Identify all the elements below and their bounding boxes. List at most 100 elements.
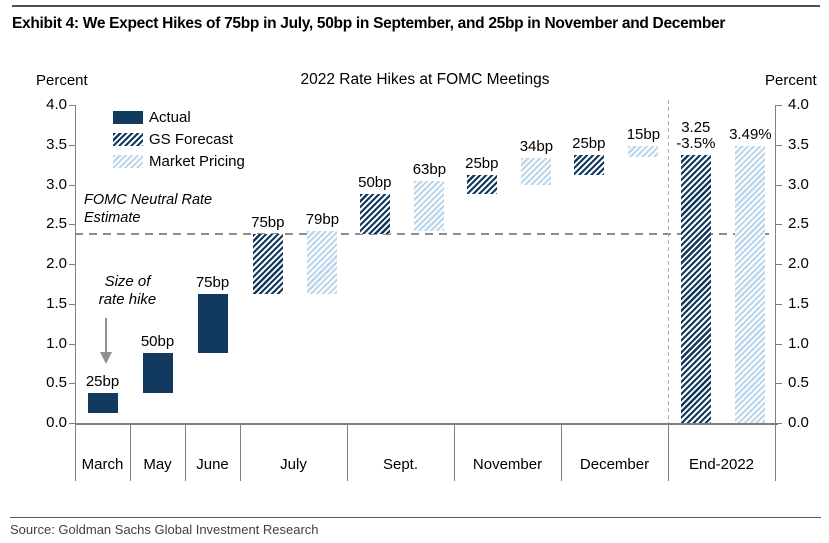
bar-december-gs_forecast xyxy=(573,154,604,175)
y-tick-label-right: 3.0 xyxy=(788,175,809,193)
legend-item-actual: Actual xyxy=(113,109,191,126)
bar-value-label: 75bp xyxy=(195,273,230,291)
y-tick-left xyxy=(69,184,75,186)
bar-value-label: 3.25 -3.5% xyxy=(676,118,716,152)
x-category-label: July xyxy=(280,456,307,473)
bar-value-label: 79bp xyxy=(305,210,340,228)
x-category-label: December xyxy=(579,456,650,473)
y-tick-left xyxy=(69,105,75,106)
y-tick-label-left: 2.5 xyxy=(46,215,67,233)
bar-march-actual xyxy=(87,393,118,414)
y-tick-left xyxy=(69,144,75,146)
x-category-divider xyxy=(454,423,455,481)
x-category-divider xyxy=(561,423,562,481)
y-tick-right xyxy=(776,224,782,226)
bar-end-2022-gs_forecast xyxy=(680,154,711,423)
y-tick-label-left: 3.0 xyxy=(46,175,67,193)
x-category-divider xyxy=(75,423,76,481)
legend-label: GS Forecast xyxy=(149,131,234,148)
bar-value-label: 34bp xyxy=(519,138,554,156)
x-axis xyxy=(75,423,778,425)
bar-value-label: 50bp xyxy=(358,174,392,192)
y-tick-left xyxy=(69,264,75,265)
y-axis-left xyxy=(75,105,76,423)
size-of-rate-hike-note: Size of rate hike xyxy=(98,273,157,308)
y-tick-left xyxy=(69,303,75,305)
annotation-arrow-line xyxy=(105,318,107,352)
legend-label: Actual xyxy=(149,109,191,126)
y-tick-left xyxy=(69,343,75,345)
bar-sept--market_pricing xyxy=(414,180,445,231)
x-category-label: June xyxy=(196,456,229,473)
legend-item-gs_forecast: GS Forecast xyxy=(113,131,234,148)
y-tick-label-right: 3.5 xyxy=(788,135,809,153)
y-tick-label-left: 1.0 xyxy=(46,334,67,352)
y-tick-right xyxy=(776,343,782,345)
y-axis-right xyxy=(775,105,776,423)
y-tick-right xyxy=(776,423,782,424)
bar-sept--gs_forecast xyxy=(359,194,390,235)
exhibit-title: Exhibit 4: We Expect Hikes of 75bp in Ju… xyxy=(12,15,726,32)
left-axis-caption: Percent xyxy=(36,72,88,89)
y-tick-label-right: 0.0 xyxy=(788,414,809,431)
bar-value-label: 75bp xyxy=(251,214,285,232)
y-tick-label-right: 1.5 xyxy=(788,294,809,312)
bar-value-label: 15bp xyxy=(626,125,661,143)
y-tick-right xyxy=(776,144,782,146)
y-tick-label-left: 0.5 xyxy=(46,374,67,392)
bar-value-label: 3.49% xyxy=(729,125,772,143)
bottom-rule xyxy=(10,517,821,518)
right-axis-caption: Percent xyxy=(765,72,817,89)
y-tick-left xyxy=(69,383,75,385)
x-category-divider xyxy=(185,423,186,481)
fomc-neutral-rate-label: FOMC Neutral Rate Estimate xyxy=(84,192,213,226)
x-category-label: Sept. xyxy=(382,456,419,473)
y-tick-label-right: 2.0 xyxy=(788,255,809,272)
y-tick-right xyxy=(776,105,782,106)
bar-value-label: 25bp xyxy=(465,154,499,172)
bar-end-2022-market_pricing xyxy=(735,145,766,423)
y-tick-label-left: 2.0 xyxy=(46,255,67,272)
y-tick-label-right: 2.5 xyxy=(788,215,809,233)
bar-value-label: 63bp xyxy=(412,160,447,178)
x-category-label: March xyxy=(81,456,124,473)
end-2022-separator-line xyxy=(668,100,669,423)
y-tick-label-left: 4.0 xyxy=(46,96,67,113)
x-category-label: November xyxy=(472,456,543,473)
y-tick-right xyxy=(776,383,782,385)
bar-november-market_pricing xyxy=(521,158,552,186)
top-rule xyxy=(12,5,820,7)
x-category-divider xyxy=(775,423,776,481)
y-tick-right xyxy=(776,264,782,265)
legend-label: Market Pricing xyxy=(149,153,245,170)
fomc-neutral-rate-line xyxy=(75,233,775,236)
annotation-arrow-head xyxy=(100,352,112,364)
source-note: Source: Goldman Sachs Global Investment … xyxy=(10,522,319,537)
bar-may-actual xyxy=(142,353,173,394)
bar-value-label: 25bp xyxy=(572,134,606,152)
y-tick-label-right: 0.5 xyxy=(788,374,809,392)
bar-november-gs_forecast xyxy=(466,174,497,195)
y-tick-label-left: 3.5 xyxy=(46,135,67,153)
bar-value-label: 50bp xyxy=(140,333,175,351)
y-tick-right xyxy=(776,184,782,186)
legend-swatch-gs_forecast xyxy=(113,133,143,146)
bar-july-market_pricing xyxy=(307,230,338,294)
legend-swatch-actual xyxy=(113,111,143,124)
bar-value-label: 25bp xyxy=(85,373,120,391)
x-category-divider xyxy=(668,423,669,481)
bar-july-gs_forecast xyxy=(252,234,283,294)
x-category-label: May xyxy=(143,456,172,473)
y-tick-label-right: 1.0 xyxy=(788,334,809,352)
y-tick-label-right: 4.0 xyxy=(788,96,809,113)
x-category-label: End-2022 xyxy=(688,456,755,473)
y-tick-left xyxy=(69,224,75,226)
y-tick-right xyxy=(776,303,782,305)
legend-item-market_pricing: Market Pricing xyxy=(113,153,245,170)
legend-swatch-market_pricing xyxy=(113,155,143,168)
x-category-divider xyxy=(347,423,348,481)
x-category-divider xyxy=(240,423,241,481)
bar-december-market_pricing xyxy=(628,145,659,158)
